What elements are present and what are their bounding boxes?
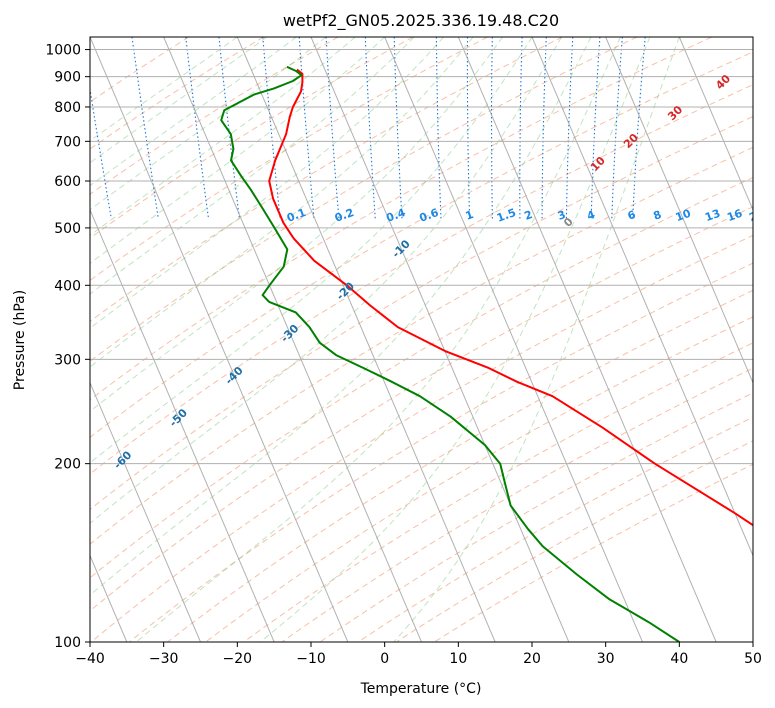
y-tick-label: 800	[54, 100, 81, 116]
mixing-ratio-label: 10	[674, 207, 693, 225]
moist-adiabat-line	[90, 37, 386, 264]
y-tick-label: 100	[54, 635, 81, 651]
isotherm-line	[531, 37, 753, 557]
isobars	[90, 49, 753, 642]
y-tick-label: 400	[54, 278, 81, 294]
isotherm-line	[236, 37, 496, 642]
isotherm-line	[90, 381, 201, 642]
x-tick-label: 0	[380, 651, 389, 667]
x-tick-label: −20	[223, 651, 253, 667]
dry-adiabat-line	[90, 37, 414, 239]
y-tick-label: 300	[54, 352, 81, 368]
x-tick-label: 50	[744, 651, 762, 667]
x-tick-label: 10	[449, 651, 467, 667]
dry-adiabat-line	[205, 316, 753, 642]
moist-adiabat-line	[90, 37, 444, 329]
y-axis-title: Pressure (hPa)	[12, 290, 28, 390]
temperature-profile-line	[268, 68, 753, 527]
y-tick-label: 1000	[45, 43, 81, 59]
mixing-ratio-line	[185, 37, 210, 219]
mixing-ratio-label: 3	[556, 208, 568, 223]
moist-adiabat-line	[90, 37, 238, 142]
mixing-ratio-label: 4	[585, 208, 597, 223]
mixing-ratio-label: 0.2	[333, 206, 356, 225]
mixing-ratio-label: 13	[703, 207, 722, 224]
moist-adiabat-line	[260, 37, 651, 642]
moist-adiabat-line	[90, 37, 503, 412]
mixing-ratio-label: 2	[523, 208, 535, 223]
x-tick-label: 40	[670, 651, 688, 667]
isotherm-line	[384, 37, 643, 642]
mixing-ratio-label: 20	[747, 207, 766, 225]
moist-adiabat-line	[393, 37, 680, 642]
isotherm-line	[163, 37, 422, 642]
dry-adiabat-line	[90, 37, 339, 195]
mixing-ratio-lines	[90, 37, 646, 219]
isotherm-line	[310, 37, 570, 642]
mixing-ratio-label: 1.5	[495, 206, 518, 225]
plot-frame	[89, 36, 754, 643]
x-tick-label: 20	[523, 651, 541, 667]
dry-adiabat-line	[281, 367, 753, 642]
dewpoint-profile-line	[220, 65, 680, 642]
dry-adiabat-line	[90, 146, 753, 545]
mixing-ratio-label: 6	[626, 208, 638, 223]
x-tick-label: −40	[75, 651, 105, 667]
isotherm-line	[678, 37, 753, 212]
mixing-ratio-line	[131, 37, 159, 219]
moist-adiabat-line	[90, 37, 562, 524]
isotherms	[90, 37, 753, 642]
chart-title: wetPf2_GN05.2025.336.19.48.C20	[283, 11, 559, 31]
dry-adiabat-line	[90, 37, 563, 323]
dry-adiabat-line	[90, 84, 753, 475]
series-lines	[220, 65, 753, 642]
moist-adiabat-line	[90, 37, 297, 187]
x-tick-label: 30	[597, 651, 615, 667]
dry-adiabat-line	[90, 115, 753, 511]
x-tick-label: −10	[296, 651, 326, 667]
y-tick-label: 600	[54, 174, 81, 190]
mixing-ratio-label: 0.6	[418, 206, 441, 225]
moist-adiabat-line	[90, 37, 533, 464]
mixing-ratio-label: 8	[652, 208, 664, 223]
mixing-ratio-label: 16	[725, 207, 744, 225]
mixing-ratio-line	[90, 85, 112, 219]
isotherm-line	[457, 37, 717, 642]
dry-adiabat-line	[90, 51, 753, 439]
moist-adiabat-line	[135, 37, 621, 642]
mixing-ratio-line	[218, 37, 240, 219]
y-tick-label: 200	[54, 457, 81, 473]
axis-ticks: −40 −30 −20 −10 0 10 20 30 40 50 1000 900 800 700 600 5…	[45, 43, 762, 667]
isotherm-line	[90, 37, 349, 642]
x-axis-title: Temperature (°C)	[360, 681, 482, 697]
dry-adiabat-line	[90, 234, 753, 642]
moist-adiabat-line	[90, 37, 268, 164]
isotherm-line	[90, 208, 275, 642]
moist-adiabat-line	[90, 37, 327, 211]
mixing-ratio-label: 1	[464, 208, 476, 223]
mixing-ratio-label: 0.1	[285, 206, 308, 225]
y-tick-label: 700	[54, 134, 81, 150]
moist-adiabat-line	[90, 37, 474, 368]
y-tick-label: 500	[54, 221, 81, 237]
dry-adiabat-line	[129, 262, 753, 642]
isotherm-line	[605, 37, 753, 384]
dry-adiabat-line	[167, 289, 753, 642]
y-tick-label: 900	[54, 70, 81, 86]
x-tick-label: −30	[149, 651, 179, 667]
dry-adiabat-line	[243, 342, 753, 642]
dry-adiabat-line	[90, 206, 753, 612]
dry-adiabat-line	[90, 37, 638, 362]
mixing-ratio-label: 0.4	[384, 206, 407, 225]
